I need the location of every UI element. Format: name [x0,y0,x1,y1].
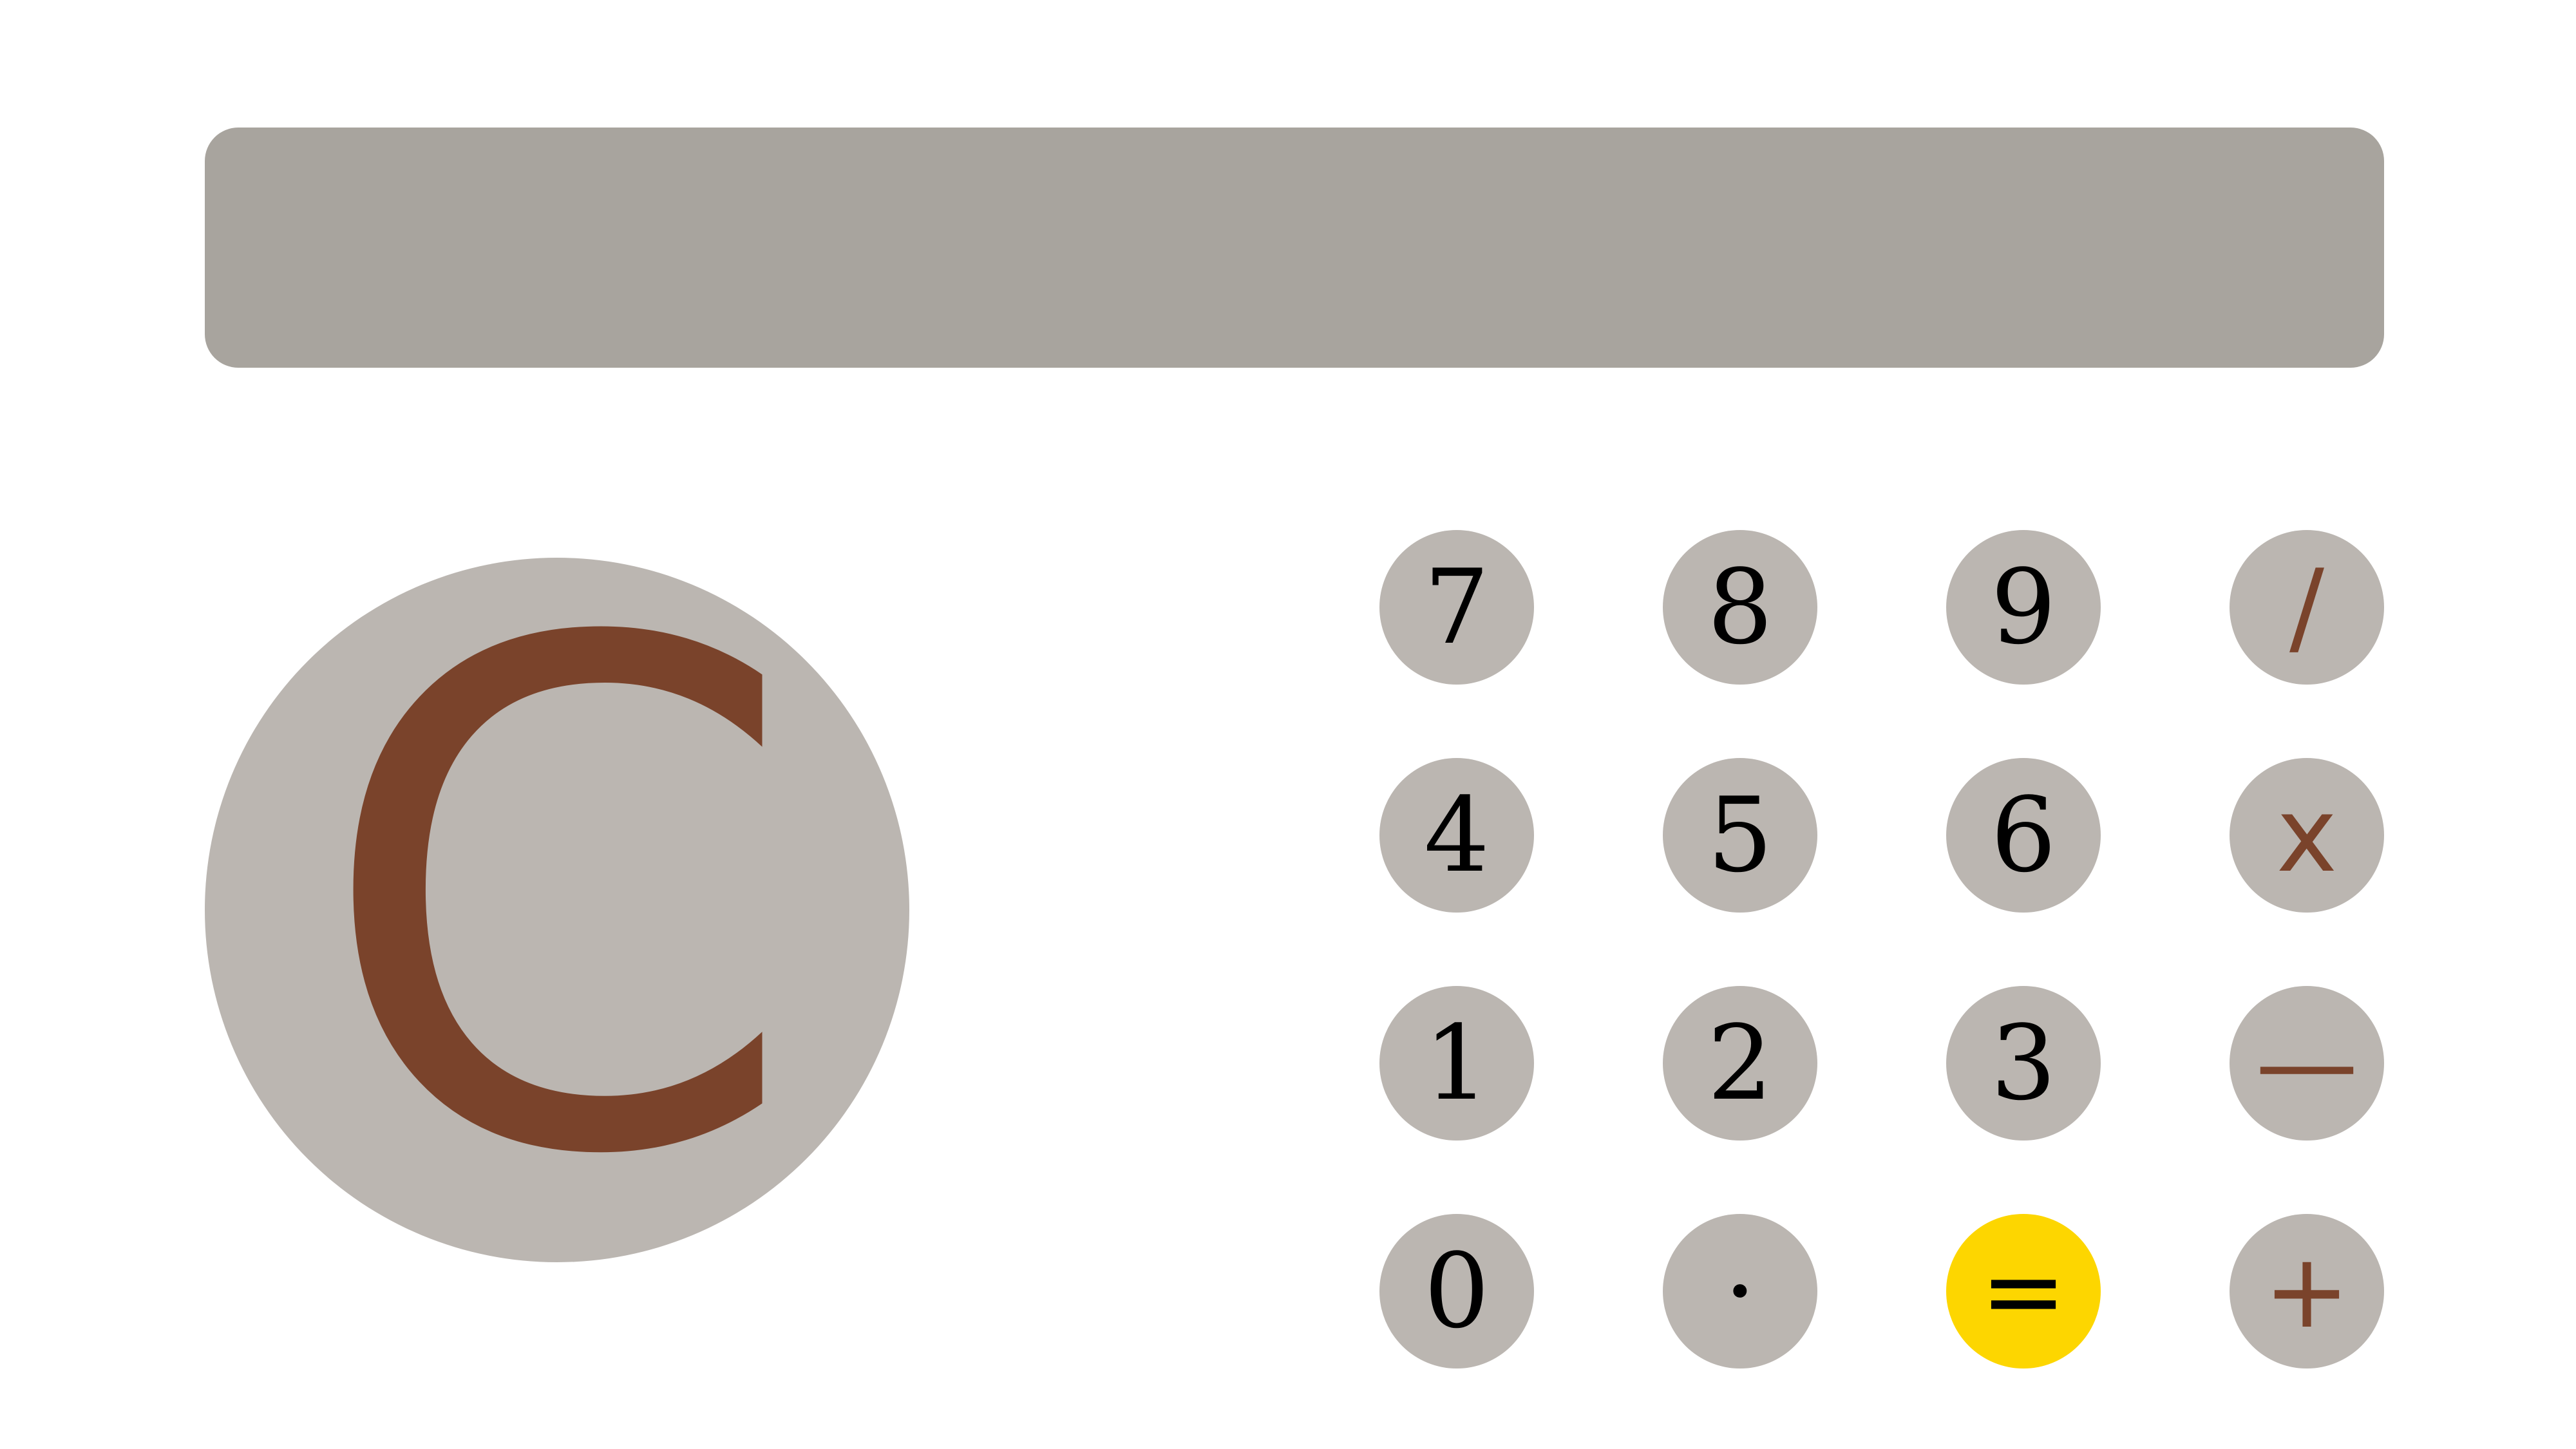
divide-button[interactable]: / [2230,530,2384,685]
equals-button[interactable]: = [1946,1214,2101,1368]
key-4[interactable]: 4 [1379,758,1534,913]
key-6[interactable]: 6 [1946,758,2101,913]
clear-button[interactable]: C [205,554,909,1262]
key-2[interactable]: 2 [1663,986,1817,1141]
multiply-button[interactable]: x [2230,758,2384,913]
subtract-button[interactable]: — [2230,986,2384,1141]
key-8[interactable]: 8 [1663,530,1817,685]
key-1[interactable]: 1 [1379,986,1534,1141]
keypad: 7 8 9 / 4 5 6 x 1 2 3 — 0 · = + [1379,530,2384,1370]
key-7[interactable]: 7 [1379,530,1534,685]
key-3[interactable]: 3 [1946,986,2101,1141]
add-button[interactable]: + [2230,1214,2384,1368]
key-0[interactable]: 0 [1379,1214,1534,1368]
clear-button-label: C [314,497,800,1307]
decimal-button[interactable]: · [1663,1214,1817,1368]
calculator-display [205,128,2384,368]
key-5[interactable]: 5 [1663,758,1817,913]
key-9[interactable]: 9 [1946,530,2101,685]
